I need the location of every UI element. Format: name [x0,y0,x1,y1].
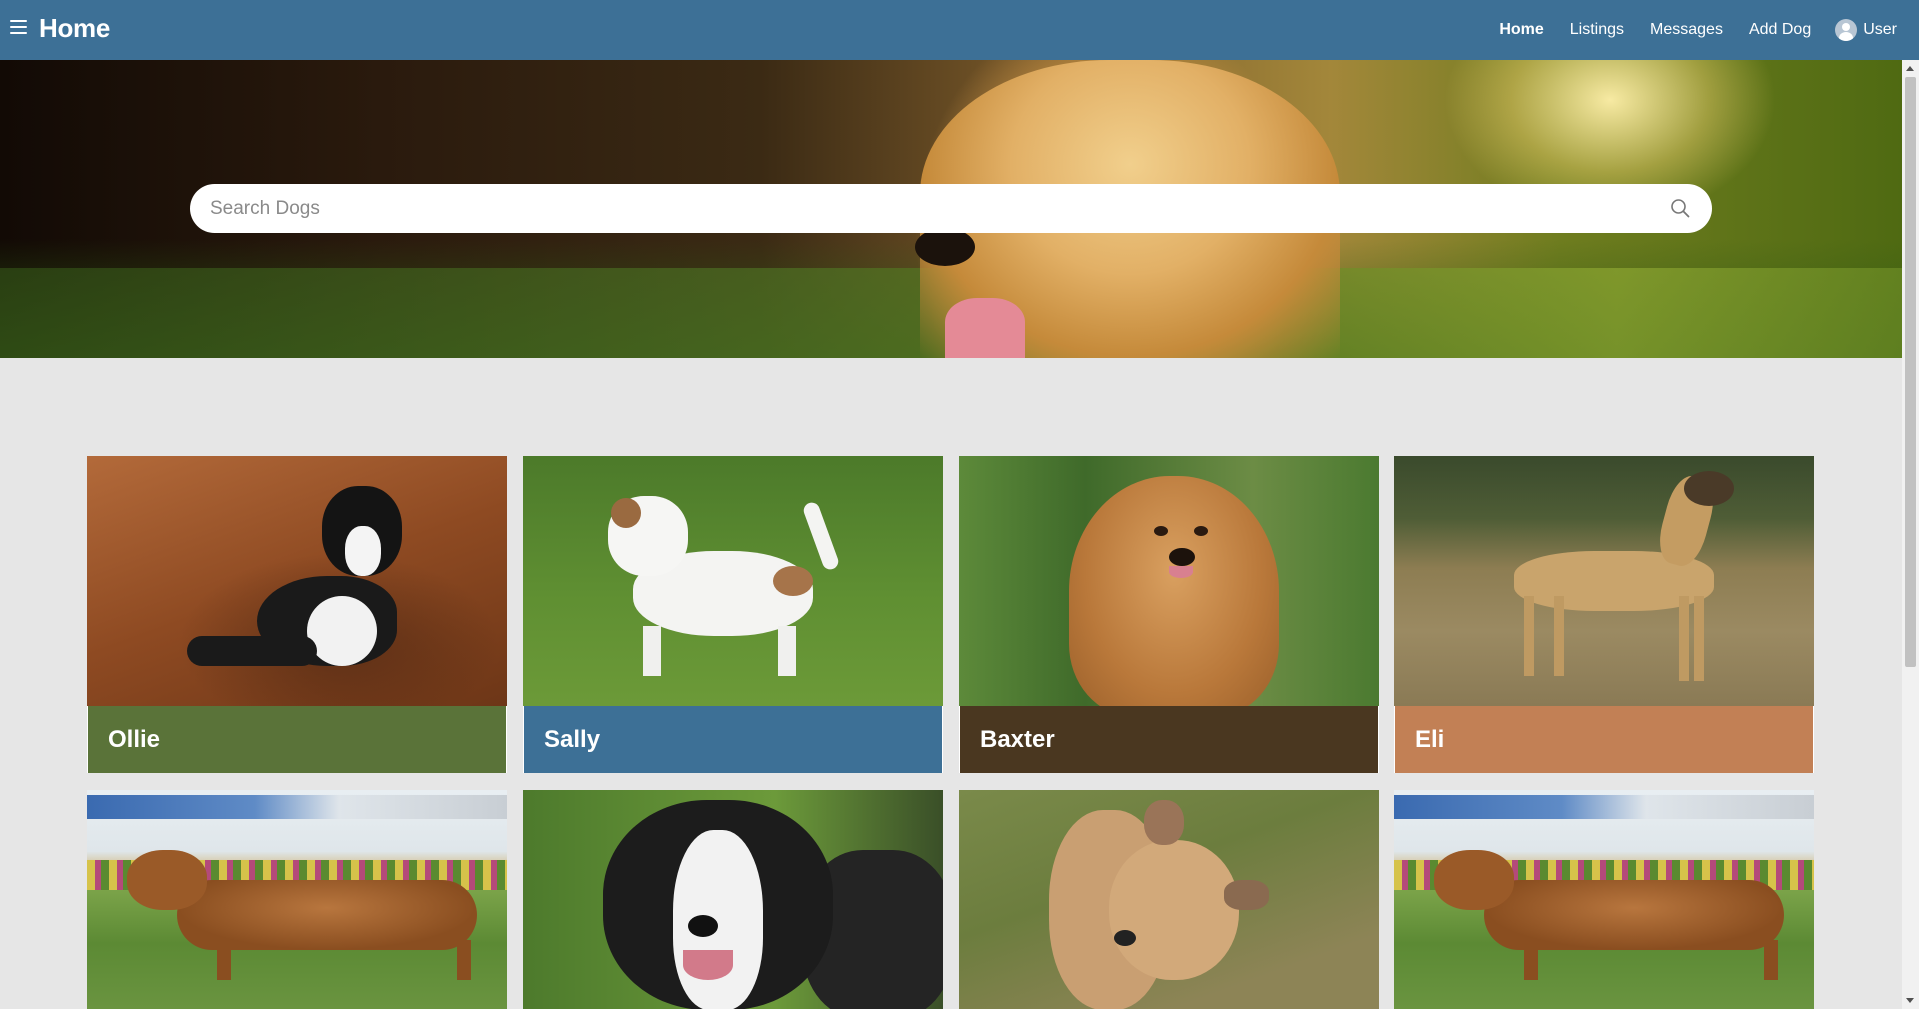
dog-card-baxter[interactable]: Baxter [959,456,1379,773]
dog-card-dachshund[interactable] [87,790,507,1009]
nav-link-home[interactable]: Home [1499,21,1544,38]
dog-card-eli[interactable]: Eli [1394,456,1814,773]
page-title[interactable]: Home [39,13,111,43]
nav-link-messages[interactable]: Messages [1650,21,1723,38]
scroll-up-arrow-icon[interactable] [1902,60,1919,77]
search-bar [190,184,1712,233]
dog-card-greyhound[interactable] [959,790,1379,1009]
top-navbar: Home Home Listings Messages Add Dog User [0,0,1919,60]
dog-photo [1394,790,1814,1009]
dog-photo [959,456,1379,706]
hero-dog-nose [915,228,975,266]
nav-link-listings[interactable]: Listings [1569,21,1625,38]
hamburger-menu-icon[interactable] [10,20,27,36]
dog-photo [1394,456,1814,706]
dog-photo [959,790,1379,1009]
nav-link-add-dog[interactable]: Add Dog [1748,21,1812,38]
dog-photo [523,456,943,706]
dog-card-collie[interactable] [523,790,943,1009]
dog-photo [523,790,943,1009]
page-scrollbar[interactable] [1902,60,1919,1009]
dog-name-label: Ollie [88,706,506,773]
dog-card-ollie[interactable]: Ollie [87,456,507,773]
user-avatar-icon [1835,19,1858,41]
dog-card-dachshund-2[interactable] [1394,790,1814,1009]
scroll-thumb[interactable] [1905,77,1916,667]
dog-name-label: Eli [1395,706,1813,773]
search-input[interactable] [210,184,1650,233]
dog-photo [87,790,507,1009]
dog-name-label: Sally [524,706,942,773]
dog-photo [87,456,507,706]
dog-card-sally[interactable]: Sally [523,456,943,773]
user-label: User [1863,21,1897,38]
scroll-down-arrow-icon[interactable] [1902,992,1919,1009]
dog-name-label: Baxter [960,706,1378,773]
nav-links: Home Listings Messages Add Dog User [1473,0,1897,60]
user-menu[interactable]: User [1835,19,1897,41]
hero-dog-tongue [945,298,1025,358]
search-icon[interactable] [1670,198,1690,218]
